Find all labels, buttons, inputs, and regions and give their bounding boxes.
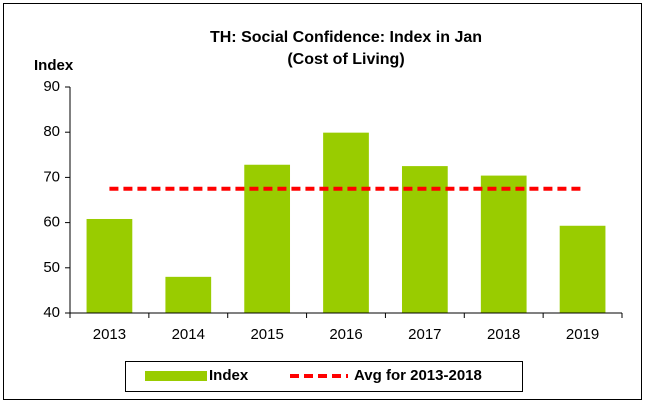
bar [165,276,212,313]
bar [480,175,527,313]
x-tick-label: 2016 [329,326,362,343]
x-tick-label: 2019 [566,326,599,343]
legend-label: Index [209,367,249,384]
y-tick-label: 90 [43,78,60,95]
y-tick-label: 60 [43,214,60,231]
legend-label: Avg for 2013-2018 [354,367,482,384]
chart-title: TH: Social Confidence: Index in Jan [210,29,482,46]
chart-frame [3,3,642,400]
bar [323,132,369,313]
x-tick-label: 2013 [93,326,126,343]
x-tick-label: 2015 [250,326,283,343]
chart-subtitle: (Cost of Living) [287,51,404,68]
x-tick-label: 2017 [408,326,441,343]
legend-swatch [145,371,207,381]
y-tick-label: 50 [43,259,60,276]
y-tick-label: 80 [43,123,60,140]
y-tick-label: 40 [43,304,60,321]
bar [86,218,133,313]
y-tick-label: 70 [43,168,60,185]
y-axis-label: Index [34,57,74,74]
bar [559,225,606,313]
x-tick-label: 2014 [172,326,205,343]
x-tick-label: 2018 [487,326,520,343]
